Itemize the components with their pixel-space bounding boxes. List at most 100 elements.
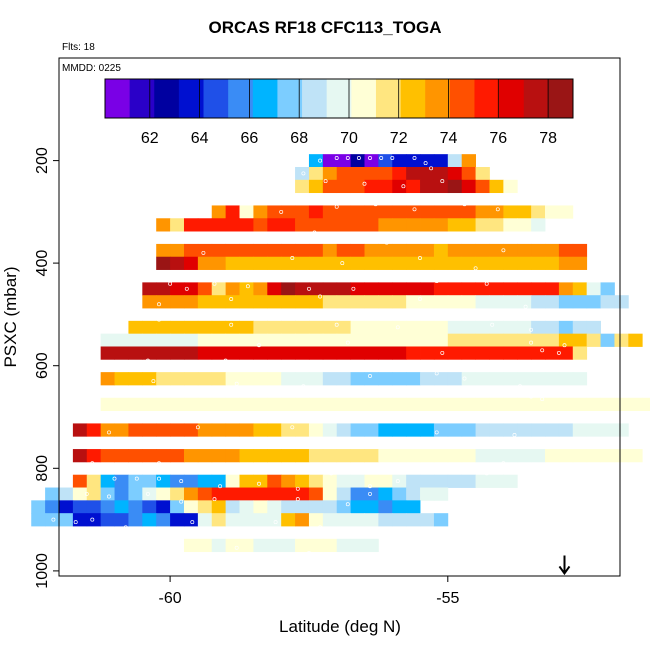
heatmap-cell (59, 513, 74, 527)
heatmap-cell (517, 320, 532, 335)
heatmap-cell (392, 295, 407, 309)
heatmap-cell (461, 397, 476, 411)
heatmap-cell (433, 372, 449, 386)
heatmap-cell (517, 295, 532, 309)
heatmap-cell (572, 282, 588, 296)
heatmap-cell (295, 487, 310, 501)
heatmap-cell (170, 282, 185, 296)
heatmap-cell (86, 487, 102, 501)
heatmap-cell (350, 295, 365, 309)
heatmap-cell (308, 154, 324, 168)
heatmap-cell (72, 474, 88, 488)
heatmap-cell (364, 218, 379, 232)
heatmap-cell (503, 205, 518, 219)
heatmap-cell (489, 282, 504, 296)
sample-point (512, 361, 517, 366)
heatmap-cell (336, 320, 352, 335)
heatmap-cell (211, 333, 227, 347)
heatmap-cell (267, 320, 282, 335)
heatmap-cell (322, 320, 338, 335)
heatmap-cell (281, 218, 296, 232)
heatmap-cell (336, 333, 352, 347)
heatmap-cell (392, 154, 407, 168)
heatmap-cell (170, 500, 185, 514)
heatmap-cell (267, 372, 282, 386)
heatmap-cell (433, 423, 449, 437)
heatmap-cell (447, 295, 463, 309)
heatmap-cell (225, 333, 240, 347)
heatmap-cell (225, 500, 240, 514)
heatmap-cell (350, 218, 365, 232)
heatmap-cell (447, 166, 463, 181)
heatmap-cell (336, 205, 352, 219)
heatmap-cell (253, 397, 268, 411)
heatmap-cell (253, 243, 268, 258)
heatmap-cell (572, 295, 588, 309)
heatmap-cell (308, 333, 324, 347)
sample-point (540, 348, 545, 353)
heatmap-cell (225, 205, 240, 219)
sample-point (134, 476, 139, 481)
heatmap-cell (364, 320, 379, 335)
heatmap-cell (420, 449, 435, 463)
heatmap-cell (420, 282, 435, 296)
heatmap-cell (336, 282, 352, 296)
heatmap-cell (364, 538, 379, 553)
heatmap-cell (420, 513, 435, 527)
heatmap-cell (295, 513, 310, 527)
arrow-marker (558, 555, 571, 576)
sample-point (434, 430, 439, 435)
colorbar-swatch (252, 79, 278, 118)
heatmap-cell (183, 320, 199, 335)
heatmap-cell (156, 372, 171, 386)
heatmap-cell (142, 500, 157, 514)
heatmap-cell (364, 333, 379, 347)
heatmap-cell (100, 333, 115, 347)
heatmap-cell (406, 513, 421, 527)
heatmap-cell (364, 500, 379, 514)
heatmap-cell (503, 372, 518, 386)
sample-point (429, 166, 434, 171)
heatmap-cell (253, 295, 268, 309)
heatmap-cell (239, 333, 254, 347)
heatmap-cell (378, 397, 393, 411)
heatmap-cell (128, 500, 143, 514)
sample-point (312, 230, 317, 235)
heatmap-cell (475, 179, 490, 194)
sample-point (223, 232, 228, 237)
colorbar-tick-label: 70 (340, 130, 358, 147)
heatmap-cell (156, 474, 171, 488)
sample-point (484, 471, 489, 476)
heatmap-cell (392, 243, 407, 258)
heatmap-cell (197, 500, 213, 514)
heatmap-cell (364, 474, 379, 488)
heatmap-cell (350, 538, 365, 553)
colorbar-tick-label: 68 (290, 130, 308, 147)
heatmap-cell (489, 243, 504, 258)
heatmap-cell (531, 205, 546, 219)
heatmap-cell (100, 474, 115, 488)
heatmap-cell (447, 282, 463, 296)
colorbar-swatch (400, 79, 426, 118)
heatmap-cell (281, 538, 296, 553)
heatmap-cell (322, 166, 338, 181)
sample-point (379, 553, 384, 558)
heatmap-cell (183, 449, 199, 463)
heatmap-cell (461, 295, 476, 309)
heatmap-cell (447, 397, 463, 411)
heatmap-cell (322, 449, 338, 463)
heatmap-cell (433, 179, 449, 194)
heatmap-cell (447, 154, 463, 168)
heatmap-cell (475, 372, 490, 386)
sample-point (523, 363, 528, 368)
colorbar-tick-label: 72 (390, 130, 408, 147)
heatmap-cell (545, 346, 560, 360)
heatmap-cell (197, 256, 213, 270)
heatmap-cell (239, 474, 254, 488)
heatmap-cell (142, 320, 157, 335)
sample-point (473, 266, 478, 271)
heatmap-cell (211, 346, 227, 360)
heatmap-cell (545, 205, 560, 219)
heatmap-cell (558, 449, 574, 463)
heatmap-cell (489, 218, 504, 232)
